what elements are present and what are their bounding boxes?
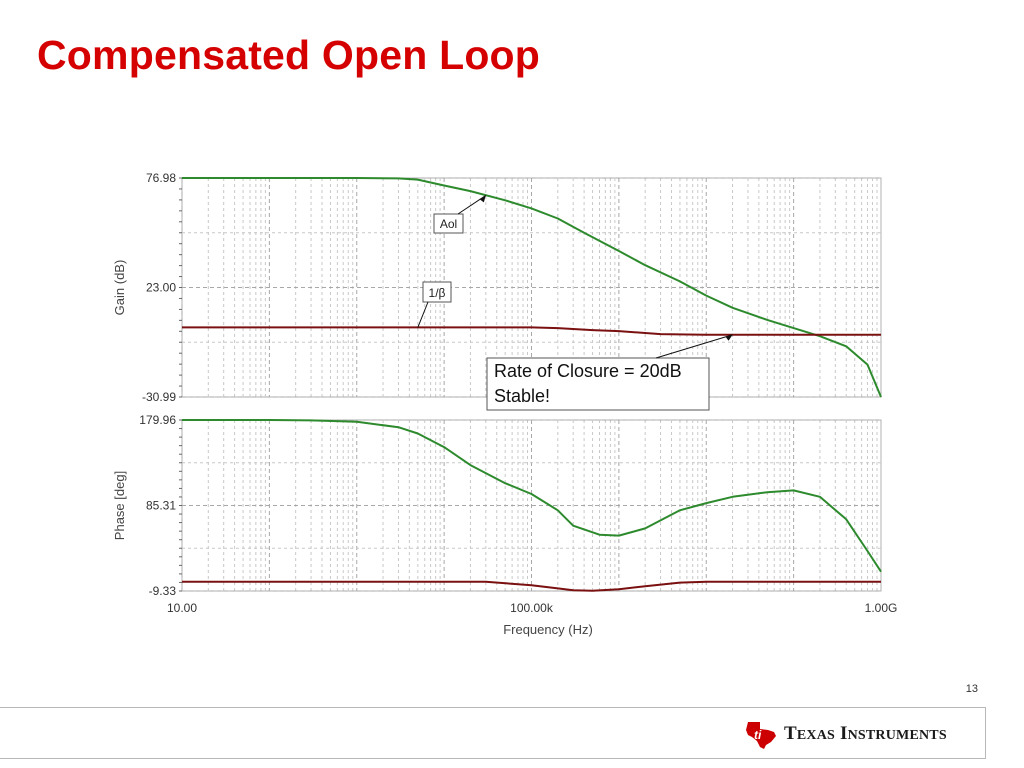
aol-label-box [433,213,464,234]
x-tick-label: 1.00G [865,601,898,615]
y-axis-label: Gain (dB) [112,260,127,316]
ti-wordmark: TEXAS INSTRUMENTS [784,723,947,745]
svg-text:ti: ti [754,728,762,742]
aol-arrow-head [479,195,486,203]
beta-curve [182,326,881,336]
aol-label: Aol [440,217,457,231]
aol-curve [182,177,882,398]
logo-letter: I [839,723,848,744]
y-tick-label: -9.33 [149,584,177,598]
closure-arrow-head [725,334,733,341]
y-axis-label: Phase [deg] [112,471,127,540]
logo-letters: EXAS [796,728,836,743]
slide-title: Compensated Open Loop [37,32,541,78]
logo-letters: NSTRUMENTS [847,728,947,743]
bode-plot: 76.98 23.00 -30.99 Gain (dB) Aol 1/β Rate of C… [112,171,897,637]
closure-callout-text: Rate of Closure = 20dB [494,361,682,381]
y-tick-label: 179.96 [139,413,176,427]
slide-number: 13 [965,683,978,695]
y-tick-label: 23.00 [146,280,176,294]
beta-label: 1/β [429,286,446,300]
y-tick-label: 85.31 [146,499,176,513]
closure-pointer [655,334,733,359]
ti-logo-icon: ti [746,722,776,749]
phase-panel: 179.96 85.31 -9.33 Phase [deg] 10.00 100.00k 1… [112,413,897,615]
beta-label-box [422,281,452,303]
gain-panel: 76.98 23.00 -30.99 Gain (dB) Aol 1/β Rate of C… [112,171,882,411]
footer-bar [0,707,986,759]
x-tick-label: 10.00 [167,601,197,615]
beta-pointer [417,301,429,328]
aol-curve [182,419,882,573]
x-axis-label: Frequency (Hz) [503,622,593,637]
logo-letter: T [784,723,797,744]
y-tick-label: 76.98 [146,171,176,185]
beta-curve [182,580,881,592]
y-tick-label: -30.99 [142,390,176,404]
x-tick-label: 100.00k [510,601,554,615]
closure-callout-status: Stable! [494,386,550,406]
closure-callout-box [486,357,710,411]
